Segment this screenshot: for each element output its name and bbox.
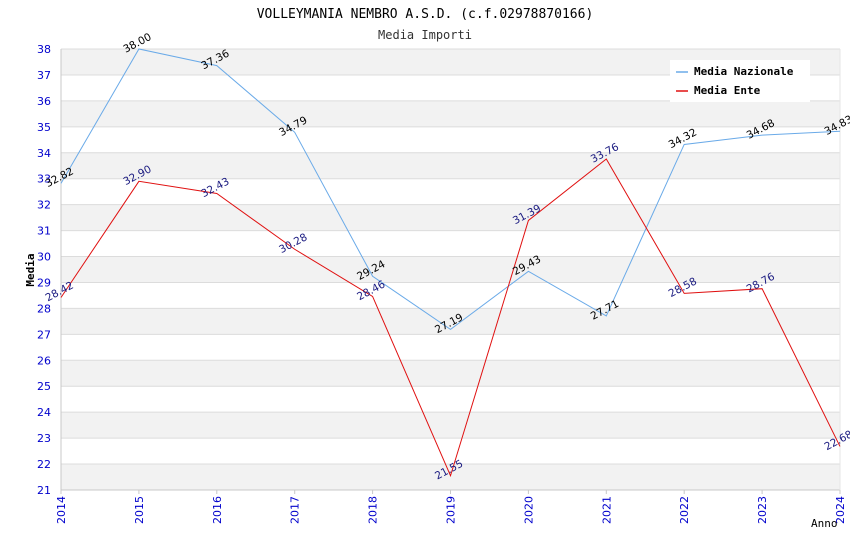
x-tick-label: 2019 [445,496,458,524]
y-tick-label: 33 [37,173,51,186]
x-axis-label: Anno [811,517,838,530]
x-tick-label: 2021 [600,496,613,524]
grid-band [61,360,840,387]
gridlines [61,48,840,491]
y-tick-label: 35 [37,121,51,134]
series-line-media-nazionale [60,48,841,331]
y-tick-label: 32 [37,199,51,212]
grid-band [61,178,840,205]
x-tick-label: 2016 [211,496,224,524]
y-tick-label: 21 [37,484,51,497]
grid-band [61,412,840,439]
legend-label-ente: Media Ente [694,84,761,97]
x-tick-label: 2024 [834,496,847,524]
y-tick-label: 22 [37,458,51,471]
grid-band [61,100,840,127]
grid-band [61,152,840,179]
y-tick-label: 38 [37,43,51,56]
y-tick-label: 23 [37,432,51,445]
grid-band [61,126,840,153]
legend: Media Nazionale Media Ente [670,60,810,102]
y-tick-label: 26 [37,354,51,367]
grid-bands [61,49,840,490]
y-tick-label: 30 [37,251,51,264]
y-tick-label: 36 [37,95,51,108]
grid-band [61,204,840,231]
grid-band [61,464,840,490]
y-tick-label: 27 [37,328,51,341]
x-tick-label: 2014 [55,496,68,524]
y-tick-label: 29 [37,276,51,289]
y-tick-label: 34 [37,147,51,160]
series-lines [60,48,841,478]
grid-band [61,230,840,257]
x-tick-label: 2023 [756,496,769,524]
chart-subtitle: Media Importi [378,28,472,42]
x-tick-labels: 2014 2015 2016 2017 2018 2019 2020 2021 2022 2023… [55,490,847,524]
x-tick-label: 2020 [522,496,535,524]
y-tick-labels: 21 22 23 24 25 26 27 28 29 30 31 32 33 34 35 36 37 38 [37,43,51,497]
x-tick-label: 2018 [367,496,380,524]
x-tick-label: 2015 [133,496,146,524]
y-tick-label: 24 [37,406,51,419]
legend-label-nazionale: Media Nazionale [694,65,794,78]
grid-band [61,438,840,465]
grid-band [61,282,840,309]
y-tick-label: 28 [37,302,51,315]
y-tick-label: 31 [37,225,51,238]
grid-band [61,256,840,283]
legend-box [670,60,810,102]
y-tick-label: 37 [37,69,51,82]
y-axis-label: Media [24,253,37,286]
x-tick-label: 2017 [289,496,302,524]
series-line-media-ente [60,158,841,478]
x-tick-label: 2022 [678,496,691,524]
chart-title: VOLLEYMANIA NEMBRO A.S.D. (c.f.029788701… [257,7,594,22]
y-tick-label: 25 [37,380,51,393]
grid-band [61,334,840,361]
grid-band [61,386,840,413]
